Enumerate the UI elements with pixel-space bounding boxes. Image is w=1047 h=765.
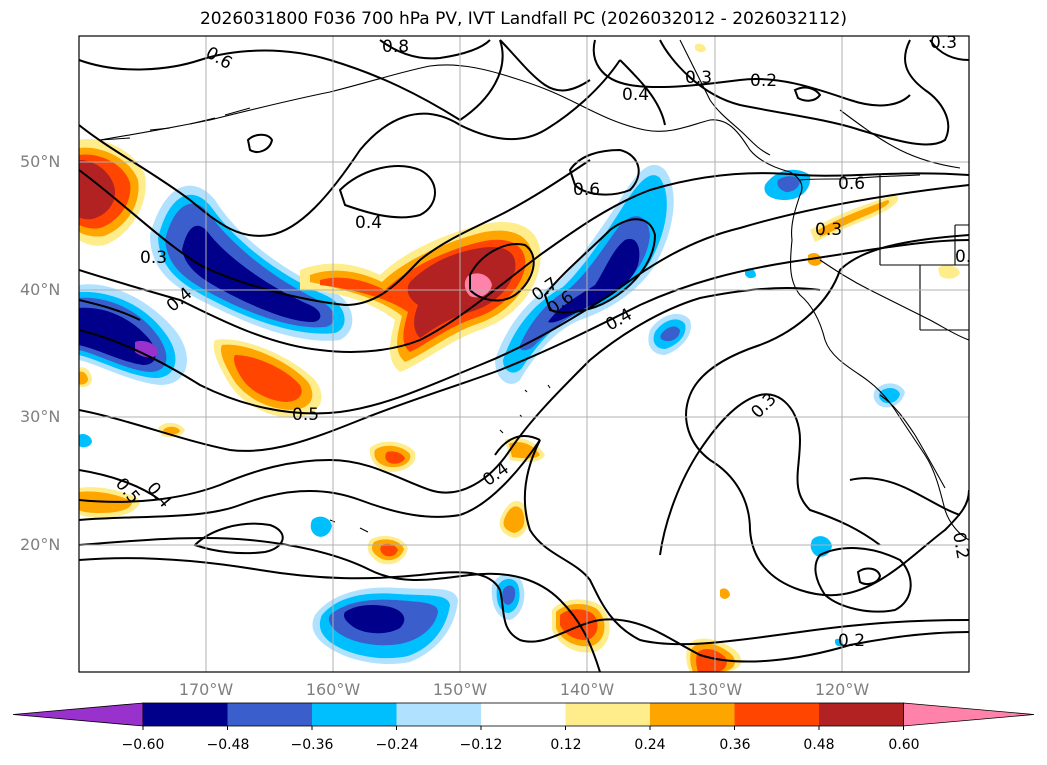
pv-contour	[929, 39, 969, 61]
pv-contour	[79, 536, 601, 672]
coastline	[799, 174, 921, 181]
colorbar-tick-label: −0.48	[206, 737, 250, 753]
lon-label-130w: 130°W	[687, 680, 743, 699]
colorbar	[12, 702, 1035, 730]
lon-label-150w: 150°W	[432, 680, 488, 699]
pv-contour	[849, 477, 961, 516]
pv-contour	[79, 557, 969, 663]
contour-label: 0.4	[355, 213, 382, 233]
colorbar-outline	[142, 702, 904, 727]
pv-contour	[193, 522, 284, 555]
contour-label: 0.3	[685, 68, 712, 88]
pv-contour	[246, 133, 274, 153]
colorbar-tick-label: −0.36	[290, 737, 334, 753]
map-panel: 0.6 0.8 0.4 0.2 0.3 0.6 0.4 0.6 0.3 0.3 …	[79, 33, 982, 672]
pv-contour	[689, 234, 969, 396]
colorbar-segment	[819, 703, 904, 726]
pv-contour	[79, 299, 141, 321]
colorbar-tick-label: −0.60	[121, 737, 165, 753]
colorbar-segment	[143, 703, 228, 726]
coastline	[329, 384, 551, 533]
colorbar-tick-label: −0.24	[375, 737, 419, 753]
colorbar-segment	[650, 703, 735, 726]
lat-label-30n: 30°N	[20, 407, 61, 426]
colorbar-segment	[481, 703, 566, 726]
colorbar-extend-max	[903, 702, 1035, 727]
pv-contour	[79, 39, 504, 122]
colorbar-tick-label: 0.60	[888, 737, 920, 753]
colorbar-tick-label: 0.48	[803, 737, 835, 753]
lon-label-160w: 160°W	[305, 680, 361, 699]
colorbar-segment	[312, 703, 397, 726]
contour-label: 0.2	[750, 71, 777, 91]
lon-label-120w: 120°W	[814, 680, 870, 699]
coastline	[789, 194, 969, 541]
contour-label: 0.2	[838, 631, 865, 651]
contour-label: 0.5	[292, 405, 319, 425]
pv-contour	[79, 469, 161, 501]
coastline	[99, 64, 803, 196]
pv-contour	[379, 39, 491, 60]
pv-contour	[659, 39, 950, 146]
pv-contour	[523, 439, 969, 646]
contour-label: 0.8	[382, 37, 409, 57]
pv-contour	[469, 243, 535, 302]
lon-label-140w: 140°W	[559, 680, 615, 699]
colorbar-tick-label: −0.12	[459, 737, 503, 753]
pv-contour	[659, 393, 881, 556]
coastline	[879, 394, 946, 489]
lat-label-50n: 50°N	[20, 152, 61, 171]
contour-label: 0.3	[955, 247, 982, 267]
pv-contour	[592, 39, 911, 107]
coastline-layer	[99, 39, 969, 541]
pv-contour	[793, 86, 822, 102]
pv-contour-layer	[79, 39, 969, 672]
coastline	[954, 224, 969, 265]
coastline	[679, 39, 771, 156]
colorbar-segment	[734, 703, 820, 726]
contour-label: 0.3	[140, 248, 167, 268]
pv-contour	[79, 439, 541, 521]
contour-label: 0.6	[838, 174, 865, 194]
lon-label-170w: 170°W	[178, 680, 234, 699]
coastline	[839, 109, 961, 169]
coastline	[879, 175, 969, 331]
pv-contour	[685, 394, 969, 597]
lat-label-40n: 40°N	[20, 280, 61, 299]
coastline	[819, 259, 969, 341]
pv-contour	[499, 39, 591, 92]
contour-label: 0.6	[573, 180, 600, 200]
colorbar-extend-min	[12, 702, 144, 727]
lat-label-20n: 20°N	[20, 535, 61, 554]
pv-contour	[619, 59, 666, 126]
pv-contour	[494, 435, 541, 456]
pv-contour	[79, 172, 969, 353]
pv-contour	[338, 165, 436, 219]
colorbar-segment	[396, 703, 482, 726]
colorbar-tick-label: 0.24	[634, 737, 666, 753]
colorbar-segment	[565, 703, 651, 726]
pv-contour	[814, 547, 912, 613]
contour-label: 0.4	[622, 85, 649, 105]
pv-contour	[568, 148, 640, 196]
coastline	[99, 107, 251, 141]
pv-contour	[79, 287, 821, 503]
colorbar-segment	[227, 703, 313, 726]
pv-contour	[79, 184, 969, 415]
colorbar-tick-label: 0.36	[719, 737, 751, 753]
map-frame	[78, 35, 970, 673]
pv-contour	[79, 159, 591, 307]
contour-label: 0.3	[815, 220, 842, 240]
colorbar-tick-label: 0.12	[550, 737, 582, 753]
pc-fill-layer	[79, 43, 960, 672]
contour-label: 0.2	[948, 531, 972, 561]
pv-contour	[856, 567, 882, 585]
pv-contour	[543, 218, 657, 314]
gridlines	[79, 36, 969, 672]
contour-label: 0.3	[930, 33, 957, 53]
pv-contour	[79, 59, 621, 237]
map-title: 2026031800 F036 700 hPa PV, IVT Landfall…	[199, 9, 847, 29]
